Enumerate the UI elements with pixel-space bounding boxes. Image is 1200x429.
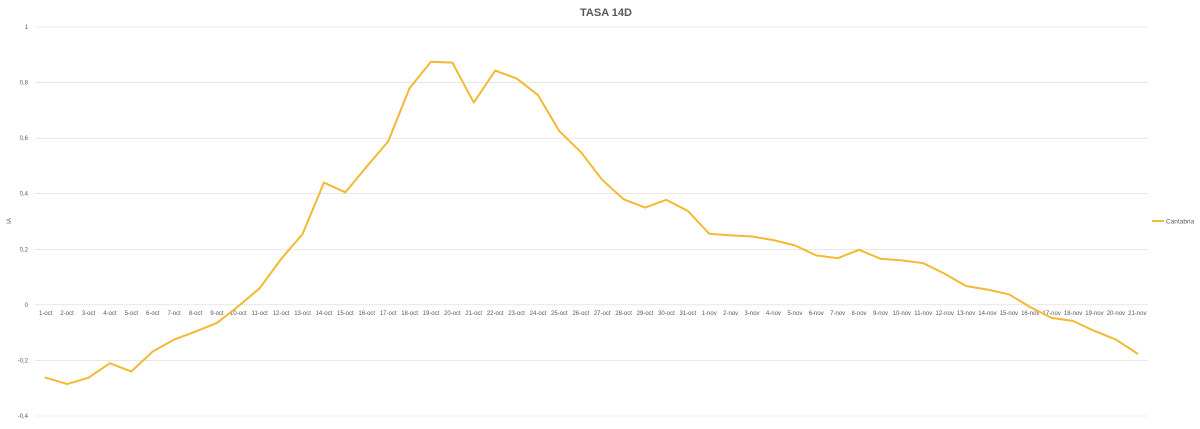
- x-tick-label: 17-nov: [1043, 311, 1061, 317]
- x-tick-label: 20-oct: [444, 311, 461, 317]
- legend-label: Cantabria: [1166, 218, 1195, 225]
- x-tick-label: 12-nov: [935, 311, 953, 317]
- x-tick-label: 11-oct: [252, 311, 269, 317]
- y-axis-tick-labels: -0,4 -0,2 0 0,2 0,4 0,6 0,8 1: [18, 25, 29, 420]
- y-tick-label: 0,2: [20, 247, 29, 253]
- x-tick-label: 6-oct: [146, 311, 160, 317]
- x-tick-label: 5-oct: [125, 311, 139, 317]
- x-tick-label: 16-oct: [358, 311, 375, 317]
- chart-title: TASA 14D: [580, 7, 632, 19]
- gridlines: [35, 26, 1148, 417]
- x-tick-label: 31-oct: [679, 311, 696, 317]
- y-tick-label: 1: [25, 25, 29, 31]
- x-tick-label: 17-oct: [380, 311, 397, 317]
- x-tick-label: 18-nov: [1064, 311, 1082, 317]
- x-tick-label: 1-oct: [39, 311, 53, 317]
- x-tick-label: 20-nov: [1107, 311, 1125, 317]
- y-tick-label: -0,2: [18, 358, 29, 364]
- x-tick-label: 10-nov: [893, 311, 911, 317]
- x-tick-label: 25-oct: [551, 311, 568, 317]
- y-tick-label: 0,6: [20, 136, 29, 142]
- x-tick-label: 12-oct: [273, 311, 290, 317]
- x-tick-label: 27-oct: [594, 311, 611, 317]
- x-tick-label: 26-oct: [572, 311, 589, 317]
- x-tick-label: 13-nov: [957, 311, 975, 317]
- x-tick-label: 24-oct: [530, 311, 547, 317]
- x-tick-label: 4-oct: [103, 311, 117, 317]
- x-tick-label: 9-nov: [873, 311, 888, 317]
- x-tick-label: 19-oct: [423, 311, 440, 317]
- x-tick-label: 13-oct: [294, 311, 311, 317]
- x-tick-label: 11-nov: [914, 311, 932, 317]
- x-tick-label: 15-nov: [1000, 311, 1018, 317]
- x-tick-label: 21-nov: [1128, 311, 1146, 317]
- x-tick-label: 18-oct: [401, 311, 418, 317]
- x-axis-tick-labels: 1-oct 2-oct 3-oct 4-oct 5-oct 6-oct 7-oct 8-oct…: [39, 311, 1146, 317]
- x-tick-label: 23-oct: [508, 311, 525, 317]
- x-tick-label: 21-oct: [465, 311, 482, 317]
- x-tick-label: 22-oct: [487, 311, 504, 317]
- x-tick-label: 2-oct: [60, 311, 74, 317]
- x-tick-label: 1-nov: [702, 311, 717, 317]
- x-tick-label: 15-oct: [337, 311, 354, 317]
- x-tick-label: 4-nov: [766, 311, 781, 317]
- series-line: [44, 60, 1139, 386]
- x-tick-label: 2-nov: [723, 311, 738, 317]
- y-axis-label: IA: [7, 218, 13, 224]
- x-tick-label: 29-oct: [637, 311, 654, 317]
- x-tick-label: 10-oct: [230, 311, 247, 317]
- legend: Cantabria: [1152, 218, 1195, 225]
- y-tick-label: 0: [25, 303, 29, 309]
- x-tick-label: 6-nov: [809, 311, 824, 317]
- series-lines: [44, 60, 1139, 386]
- x-tick-label: 3-nov: [745, 311, 760, 317]
- x-tick-label: 5-nov: [787, 311, 802, 317]
- y-tick-label: 0,8: [20, 81, 29, 87]
- x-tick-label: 19-nov: [1085, 311, 1103, 317]
- x-tick-label: 28-oct: [615, 311, 632, 317]
- x-tick-label: 3-oct: [82, 311, 96, 317]
- x-tick-label: 14-nov: [978, 311, 996, 317]
- x-tick-label: 7-nov: [830, 311, 845, 317]
- x-tick-label: 8-oct: [189, 311, 203, 317]
- y-tick-label: 0,4: [20, 192, 29, 198]
- x-tick-label: 16-nov: [1021, 311, 1039, 317]
- x-tick-label: 14-oct: [316, 311, 333, 317]
- x-tick-label: 9-oct: [210, 311, 224, 317]
- x-tick-label: 7-oct: [167, 311, 181, 317]
- y-tick-label: -0,4: [18, 414, 29, 420]
- x-tick-label: 8-nov: [852, 311, 867, 317]
- x-tick-label: 30-oct: [658, 311, 675, 317]
